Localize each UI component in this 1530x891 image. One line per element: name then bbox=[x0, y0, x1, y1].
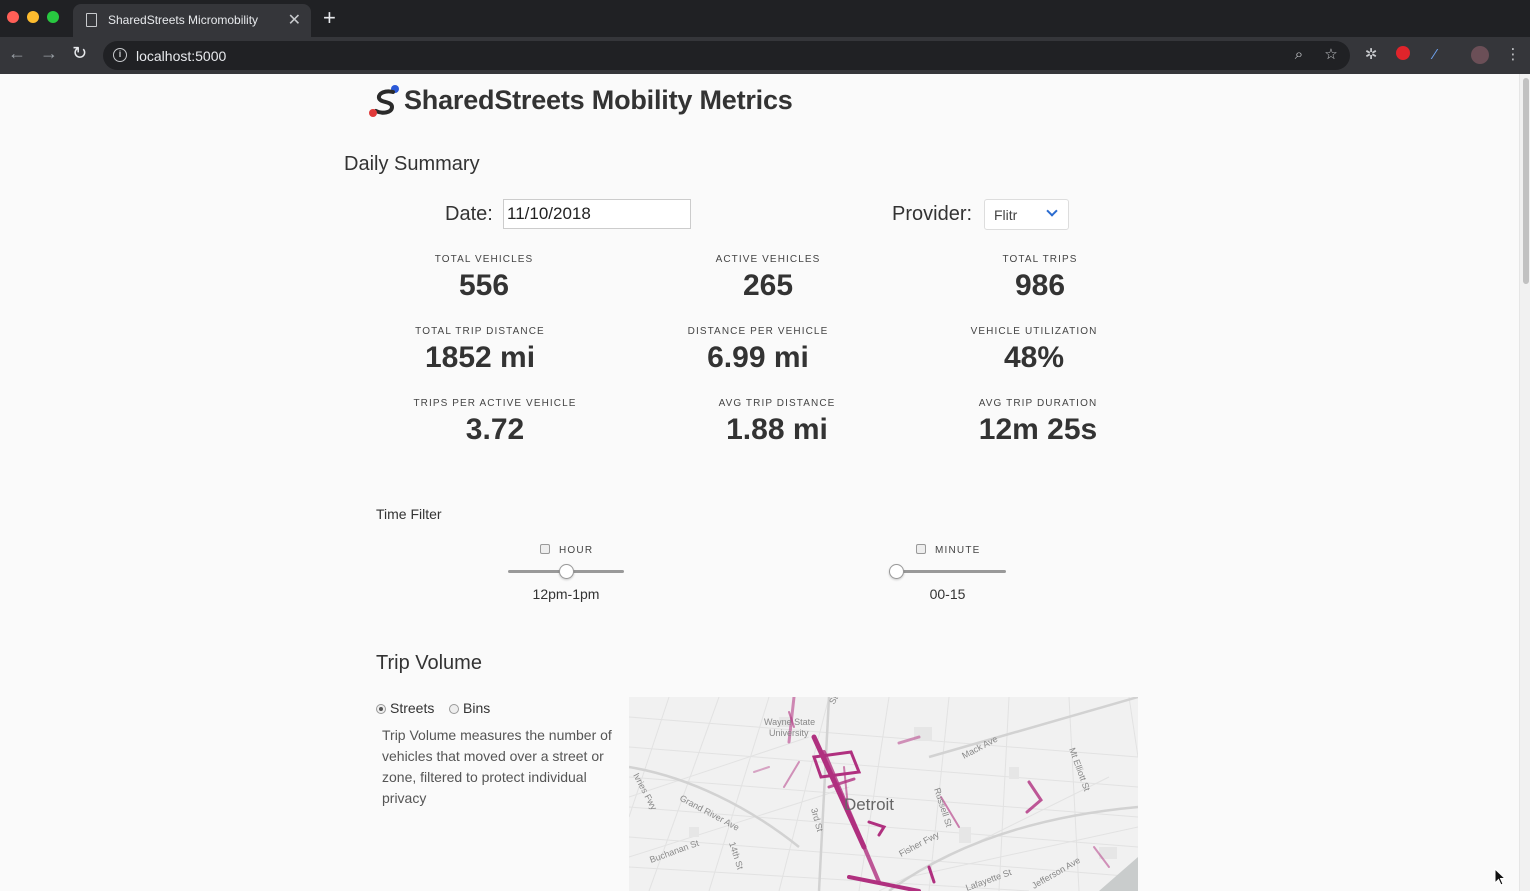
app-title: SharedStreets Mobility Metrics bbox=[404, 85, 793, 115]
browser-tab[interactable]: SharedStreets Micromobility ✕ bbox=[73, 4, 311, 37]
daily-summary-heading: Daily Summary bbox=[344, 153, 480, 175]
minute-label: MINUTE bbox=[935, 545, 981, 556]
trip-volume-map[interactable]: Detroit Wayne State University Mack Ave … bbox=[629, 697, 1138, 891]
page-content: SharedStreets Mobility Metrics Daily Sum… bbox=[0, 74, 1519, 891]
map-street-label: University bbox=[769, 728, 809, 738]
stat-label: TOTAL TRIP DISTANCE bbox=[415, 326, 545, 337]
zoom-icon[interactable]: ⌕ bbox=[1294, 46, 1304, 63]
stat-value: 265 bbox=[742, 269, 794, 302]
stat-total-trips: TOTAL TRIPS 986 bbox=[940, 254, 1140, 303]
streets-radio[interactable]: Streets bbox=[376, 700, 434, 716]
browser-toolbar: ← → ↻ i ⌕ ☆ ✲ ⁄ ⋮ bbox=[0, 37, 1530, 74]
trip-volume-description: Trip Volume measures the number of vehic… bbox=[382, 727, 612, 806]
stat-value: 12m 25s bbox=[978, 413, 1098, 446]
hour-checkbox[interactable] bbox=[540, 544, 550, 554]
page-scrollbar[interactable] bbox=[1519, 74, 1530, 891]
scrollbar-thumb[interactable] bbox=[1523, 78, 1529, 284]
stat-label: ACTIVE VEHICLES bbox=[715, 254, 821, 265]
site-info-icon[interactable]: i bbox=[113, 48, 127, 62]
stat-vehicle-utilization: VEHICLE UTILIZATION 48% bbox=[934, 326, 1134, 375]
browser-menu-icon[interactable]: ⋮ bbox=[1505, 46, 1521, 63]
stat-avg-trip-distance: AVG TRIP DISTANCE 1.88 mi bbox=[677, 398, 877, 447]
minute-slider[interactable] bbox=[889, 564, 1006, 580]
stat-label: TOTAL TRIPS bbox=[1002, 254, 1078, 265]
map-canvas[interactable]: Detroit Wayne State University Mack Ave … bbox=[629, 697, 1138, 891]
minute-slider-handle[interactable] bbox=[889, 564, 904, 579]
hour-slider[interactable] bbox=[508, 564, 624, 580]
bins-radio-label: Bins bbox=[463, 700, 491, 716]
hour-range-value: 12pm-1pm bbox=[532, 586, 600, 602]
minute-filter-toggle[interactable]: MINUTE bbox=[916, 544, 981, 556]
time-filter-heading: Time Filter bbox=[376, 506, 442, 522]
window-maximize-button[interactable] bbox=[47, 11, 59, 23]
date-input[interactable] bbox=[503, 199, 691, 229]
stat-label: DISTANCE PER VEHICLE bbox=[687, 326, 829, 337]
mouse-cursor bbox=[1494, 868, 1506, 886]
stat-label: AVG TRIP DISTANCE bbox=[718, 398, 836, 409]
streets-radio-dot[interactable] bbox=[376, 704, 386, 714]
minute-checkbox[interactable] bbox=[916, 544, 926, 554]
map-street-label: Wayne State bbox=[764, 717, 815, 727]
new-tab-button[interactable]: + bbox=[323, 5, 336, 30]
stat-active-vehicles: ACTIVE VEHICLES 265 bbox=[668, 254, 868, 303]
bins-radio-dot[interactable] bbox=[449, 704, 459, 714]
stat-value: 6.99 mi bbox=[707, 341, 809, 374]
map-city-label: Detroit bbox=[844, 795, 894, 814]
stat-value: 48% bbox=[1003, 341, 1065, 374]
url-input[interactable] bbox=[136, 46, 1136, 66]
provider-select[interactable]: Flitr bbox=[984, 199, 1069, 230]
stat-value: 556 bbox=[458, 269, 510, 302]
hour-filter-toggle[interactable]: HOUR bbox=[540, 544, 593, 556]
extension-gear-icon[interactable]: ✲ bbox=[1364, 46, 1378, 63]
sharedstreets-logo bbox=[369, 85, 399, 117]
hour-slider-handle[interactable] bbox=[558, 564, 574, 579]
stat-label: VEHICLE UTILIZATION bbox=[970, 326, 1098, 337]
stat-distance-per-vehicle: DISTANCE PER VEHICLE 6.99 mi bbox=[658, 326, 858, 375]
stat-avg-trip-duration: AVG TRIP DURATION 12m 25s bbox=[938, 398, 1138, 447]
bins-radio[interactable]: Bins bbox=[449, 700, 490, 716]
address-bar[interactable]: i bbox=[103, 41, 1350, 70]
stat-total-trip-distance: TOTAL TRIP DISTANCE 1852 mi bbox=[380, 326, 580, 375]
bookmark-star-icon[interactable]: ☆ bbox=[1324, 46, 1338, 63]
reload-button[interactable]: ↻ bbox=[72, 43, 88, 63]
chevron-down-icon bbox=[1046, 205, 1058, 217]
profile-avatar[interactable] bbox=[1471, 46, 1489, 64]
minute-range-value: 00-15 bbox=[929, 586, 966, 602]
hour-label: HOUR bbox=[559, 545, 594, 556]
date-label: Date: bbox=[445, 203, 493, 225]
forward-button[interactable]: → bbox=[40, 43, 58, 63]
stat-trips-per-active-vehicle: TRIPS PER ACTIVE VEHICLE 3.72 bbox=[395, 398, 595, 447]
extension-stop-icon[interactable] bbox=[1394, 46, 1412, 64]
stat-value: 3.72 bbox=[465, 413, 525, 446]
stat-total-vehicles: TOTAL VEHICLES 556 bbox=[384, 254, 584, 303]
tab-title: SharedStreets Micromobility bbox=[108, 13, 259, 27]
window-close-button[interactable] bbox=[7, 11, 19, 23]
stat-value: 986 bbox=[1014, 269, 1066, 302]
stat-label: AVG TRIP DURATION bbox=[978, 398, 1098, 409]
back-button[interactable]: ← bbox=[8, 43, 26, 63]
stat-label: TOTAL VEHICLES bbox=[434, 254, 534, 265]
provider-select-value: Flitr bbox=[994, 207, 1018, 223]
provider-label: Provider: bbox=[892, 203, 973, 225]
minute-slider-track bbox=[889, 570, 1006, 573]
page-icon bbox=[86, 13, 97, 27]
browser-tab-bar: SharedStreets Micromobility ✕ + bbox=[0, 0, 1530, 37]
tab-close-icon[interactable]: ✕ bbox=[287, 12, 301, 29]
streets-radio-label: Streets bbox=[390, 700, 435, 716]
extension-pen-icon[interactable]: ⁄ bbox=[1433, 46, 1437, 63]
stat-label: TRIPS PER ACTIVE VEHICLE bbox=[413, 398, 577, 409]
window-minimize-button[interactable] bbox=[27, 11, 39, 23]
stat-value: 1852 mi bbox=[424, 341, 536, 374]
map-street-label: St bbox=[827, 697, 840, 706]
stat-value: 1.88 mi bbox=[726, 413, 828, 446]
trip-volume-heading: Trip Volume bbox=[376, 652, 482, 674]
